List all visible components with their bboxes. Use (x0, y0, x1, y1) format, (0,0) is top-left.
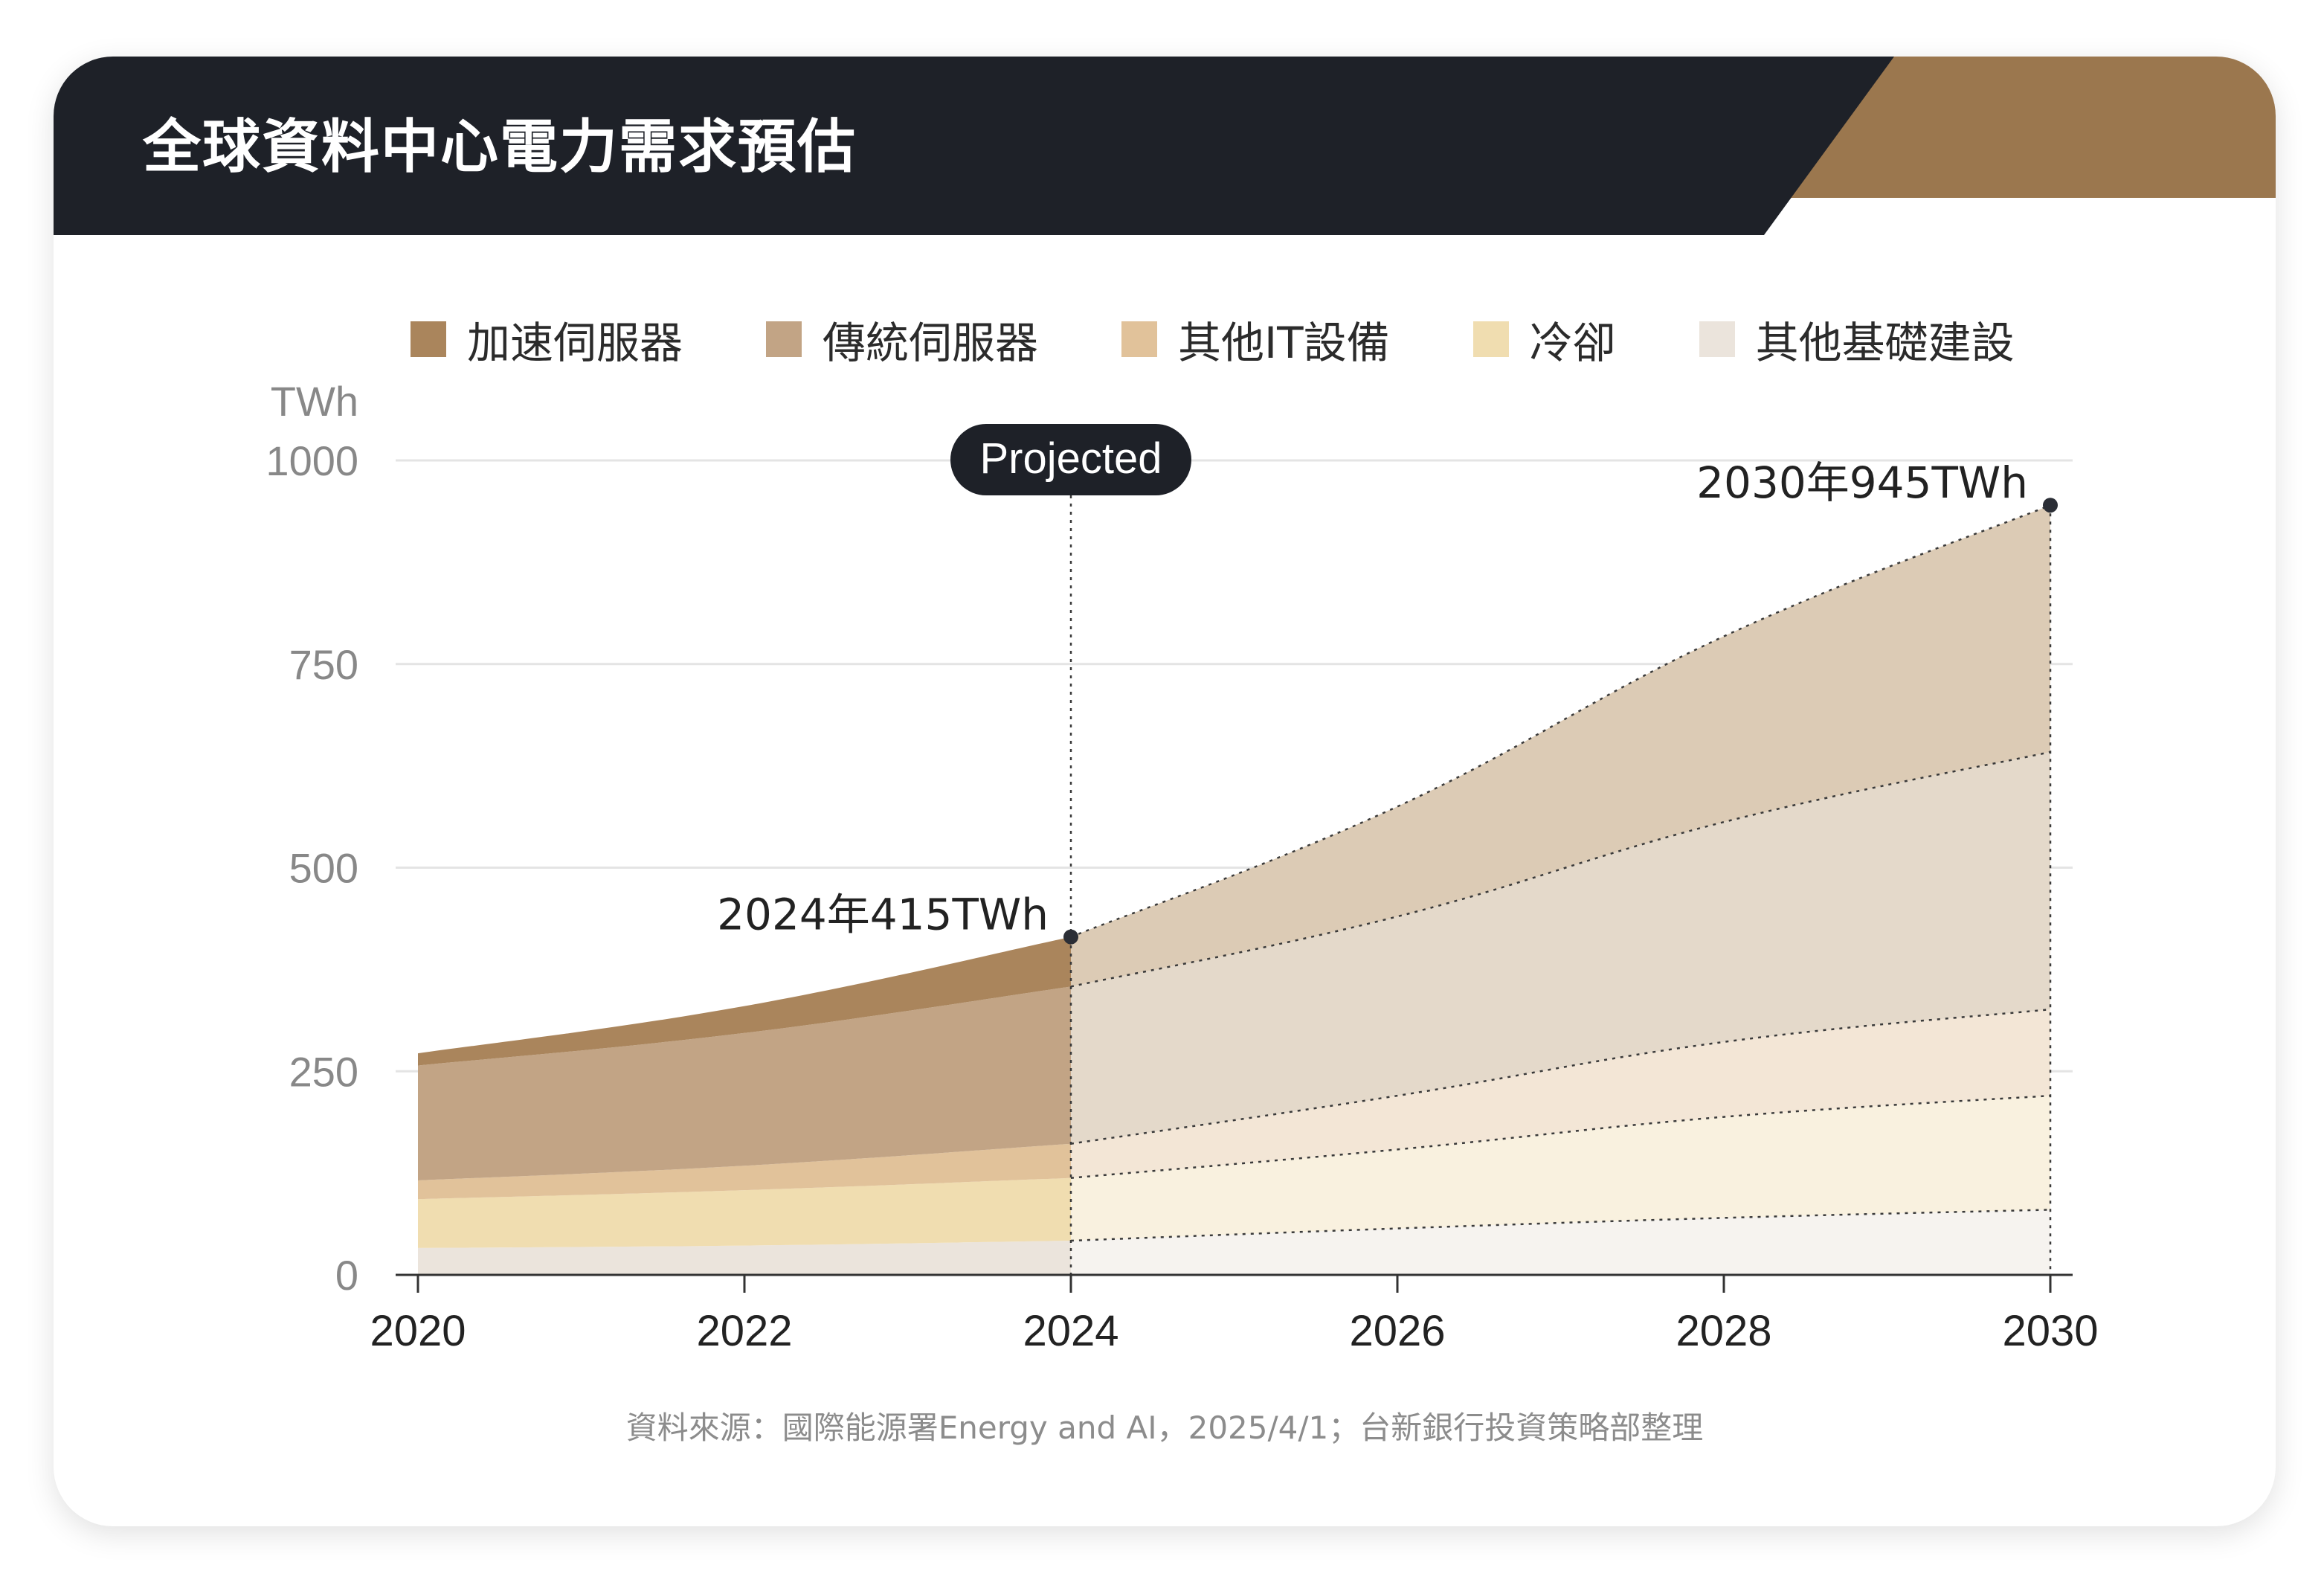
y-tick-label: 250 (289, 1048, 358, 1095)
legend-item: 其他基礎建設 (1699, 308, 2015, 370)
area-projected-冷卻 (1071, 1096, 2050, 1241)
legend-swatch (1699, 321, 1735, 357)
area-projected-傳統伺服器 (1071, 752, 2050, 1144)
source-note: 資料來源：國際能源署Energy and AI，2025/4/1；台新銀行投資策… (625, 1410, 1704, 1446)
y-tick-label: 0 (335, 1252, 358, 1299)
legend-item: 傳統伺服器 (766, 308, 1038, 370)
area-historical-其他基礎建設 (418, 1241, 1071, 1275)
legend-label: 其他IT設備 (1178, 318, 1390, 368)
projected-boundary-line (1070, 750, 2051, 988)
projected-boundary-line (1070, 1008, 2051, 1145)
annotation-label: 2030年945TWh (1696, 457, 2028, 508)
y-tick-label: 1000 (265, 437, 358, 484)
header-dark-bar (54, 57, 1894, 235)
area-historical-其他IT設備 (418, 1143, 1071, 1200)
annotation-point (2043, 498, 2058, 513)
projected-badge (950, 424, 1191, 495)
legend-item: 加速伺服器 (411, 308, 683, 370)
area-historical-加速伺服器 (418, 936, 1071, 1066)
x-tick-label: 2020 (370, 1307, 466, 1355)
x-tick-label: 2030 (2002, 1307, 2098, 1355)
legend-swatch (1121, 321, 1158, 357)
legend-label: 其他基礎建設 (1755, 318, 2015, 368)
header-accent-stripe (1786, 57, 2276, 198)
chart-legend: 加速伺服器 傳統伺服器 其他IT設備 冷卻 其他基礎建設 (411, 302, 2015, 376)
y-axis-unit-label: TWh (271, 378, 358, 425)
legend-label: 加速伺服器 (467, 318, 683, 368)
area-projected-加速伺服器 (1071, 505, 2050, 987)
legend-label: 傳統伺服器 (823, 318, 1039, 368)
x-tick-label: 2026 (1349, 1307, 1445, 1355)
area-historical-傳統伺服器 (418, 986, 1071, 1180)
legend-swatch (766, 321, 802, 357)
area-projected-其他IT設備 (1071, 1009, 2050, 1178)
projected-boundary-line (1070, 1094, 2051, 1179)
legend-label: 冷卻 (1529, 318, 1616, 368)
legend-item: 冷卻 (1472, 308, 1616, 370)
y-tick-label: 750 (289, 641, 358, 688)
x-tick-label: 2024 (1023, 1307, 1118, 1355)
area-projected-其他基礎建設 (1071, 1209, 2050, 1275)
x-tick-label: 2022 (696, 1307, 792, 1355)
projected-label: Projected (979, 434, 1162, 483)
y-tick-label: 500 (289, 845, 358, 892)
legend-swatch (411, 321, 446, 357)
annotation-label: 2024年415TWh (717, 890, 1049, 940)
x-tick-label: 2028 (1676, 1307, 1771, 1355)
area-historical-冷卻 (418, 1177, 1071, 1248)
header-banner (54, 57, 2276, 235)
page-title: 全球資料中心電力需求預估 (143, 114, 857, 181)
legend-swatch (1472, 321, 1509, 357)
legend-item: 其他IT設備 (1121, 308, 1390, 370)
stacked-area-chart: Projected 2020 2022 2024 2026 2028 2030 0 250 500… (265, 378, 2098, 1355)
annotation-point (1063, 929, 1078, 945)
chart-card: 全球資料中心電力需求預估 加速伺服器 傳統伺服器 其他IT設備 冷卻 其他基礎建設 Pr… (54, 57, 2276, 1526)
